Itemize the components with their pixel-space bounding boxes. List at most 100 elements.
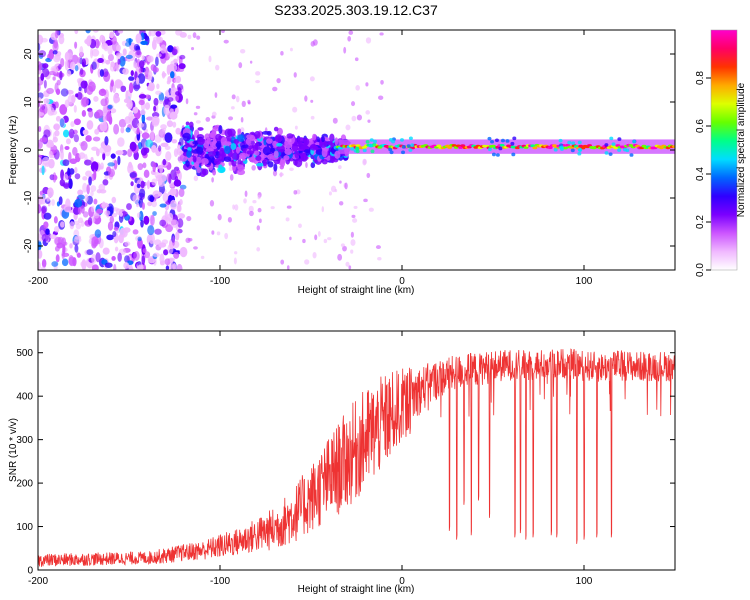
heat-cell — [249, 210, 254, 217]
heat-cell — [80, 205, 85, 214]
heat-cell — [95, 252, 101, 263]
heat-cell — [362, 158, 367, 166]
heat-cell — [511, 152, 516, 157]
heat-cell — [220, 137, 228, 146]
heat-cell — [88, 176, 92, 186]
x-tick-label: 0 — [399, 576, 405, 587]
heat-cell — [283, 155, 290, 161]
heat-cell — [147, 70, 153, 82]
heat-cell — [43, 221, 49, 229]
heat-cell — [60, 169, 65, 181]
heat-cell — [209, 200, 215, 207]
heat-cell — [491, 152, 496, 157]
heat-cell — [86, 249, 94, 256]
heat-cell — [406, 144, 411, 148]
heat-cell — [40, 37, 48, 43]
heat-cell — [378, 95, 384, 100]
heat-cell — [505, 139, 510, 143]
heat-cell — [140, 219, 144, 228]
heat-cell — [294, 158, 303, 168]
heat-cell — [208, 55, 212, 63]
heat-cell — [176, 83, 184, 91]
figure-title: S233.2025.303.19.12.C37 — [274, 2, 438, 18]
heat-cell — [334, 137, 339, 146]
heat-cell — [117, 58, 121, 65]
heat-cell — [165, 151, 172, 162]
heat-cell — [52, 41, 59, 53]
heat-cell — [70, 121, 75, 128]
heat-cell — [92, 161, 99, 168]
tonal-line-cell — [530, 144, 536, 148]
heat-cell — [510, 141, 515, 146]
heat-cell — [185, 160, 190, 167]
heat-cell — [100, 162, 104, 170]
heat-cell — [285, 217, 290, 222]
heat-cell — [137, 236, 142, 242]
heat-cell — [141, 55, 145, 61]
heat-cell — [117, 252, 122, 262]
heat-cell — [86, 120, 94, 130]
snr-x-label: Height of straight line (km) — [298, 584, 415, 595]
heat-cell — [141, 132, 150, 139]
heat-cell — [74, 65, 79, 72]
heat-cell — [195, 156, 202, 164]
heat-cell — [196, 166, 202, 174]
heat-cell — [125, 102, 133, 108]
heat-cell — [215, 64, 220, 71]
heat-cell — [94, 229, 102, 238]
heat-cell — [570, 148, 575, 153]
heat-cell — [367, 119, 371, 123]
snr-x-ticks: -200 -100 0 100 — [28, 331, 593, 587]
tonal-line-cell — [532, 146, 538, 150]
heat-cell — [179, 54, 186, 60]
heat-cell — [91, 236, 99, 247]
heat-cell — [136, 122, 145, 128]
heat-cell — [76, 252, 81, 258]
heat-cell — [112, 30, 117, 34]
heat-cell — [118, 30, 124, 34]
heat-cell — [152, 252, 160, 258]
heat-cell — [235, 164, 244, 168]
heat-cell — [104, 262, 113, 268]
heat-cell — [107, 162, 115, 167]
heat-cell — [334, 189, 338, 193]
heat-cell — [185, 237, 191, 244]
heat-cell — [218, 124, 223, 135]
heat-cell — [617, 137, 622, 141]
heat-cell — [53, 54, 61, 63]
heat-cell — [41, 156, 50, 166]
heat-cell — [97, 68, 101, 78]
heat-cell — [53, 226, 60, 233]
heat-cell — [38, 249, 43, 259]
heat-cell — [495, 153, 500, 157]
heat-cell — [58, 196, 63, 206]
heat-cell — [211, 140, 218, 150]
heat-cell — [310, 143, 317, 151]
heat-cell — [372, 139, 377, 144]
heat-cell — [410, 143, 415, 147]
heat-cell — [151, 144, 157, 153]
snr-panel: -200 -100 0 100 0 100 200 300 400 500 Height of … — [8, 330, 676, 595]
heat-cell — [159, 260, 166, 266]
heat-cell — [160, 124, 167, 130]
heat-cell — [138, 94, 147, 99]
spectrogram-y-ticks: -20 -10 0 10 20 — [23, 48, 675, 253]
heat-cell — [40, 73, 45, 81]
heat-cell — [54, 30, 59, 39]
heat-cell — [279, 164, 284, 170]
heat-cell — [625, 148, 630, 153]
heat-cell — [175, 231, 180, 241]
heat-cell — [136, 183, 141, 189]
heat-cell — [177, 213, 186, 219]
heat-cell — [48, 142, 55, 148]
heat-cell — [286, 133, 294, 139]
heat-cell — [48, 49, 55, 60]
heat-cell — [224, 232, 229, 240]
heat-cell — [147, 201, 153, 207]
heat-cell — [233, 138, 240, 144]
heat-cell — [229, 174, 234, 181]
heat-cell — [389, 150, 394, 155]
heat-cell — [162, 158, 167, 166]
